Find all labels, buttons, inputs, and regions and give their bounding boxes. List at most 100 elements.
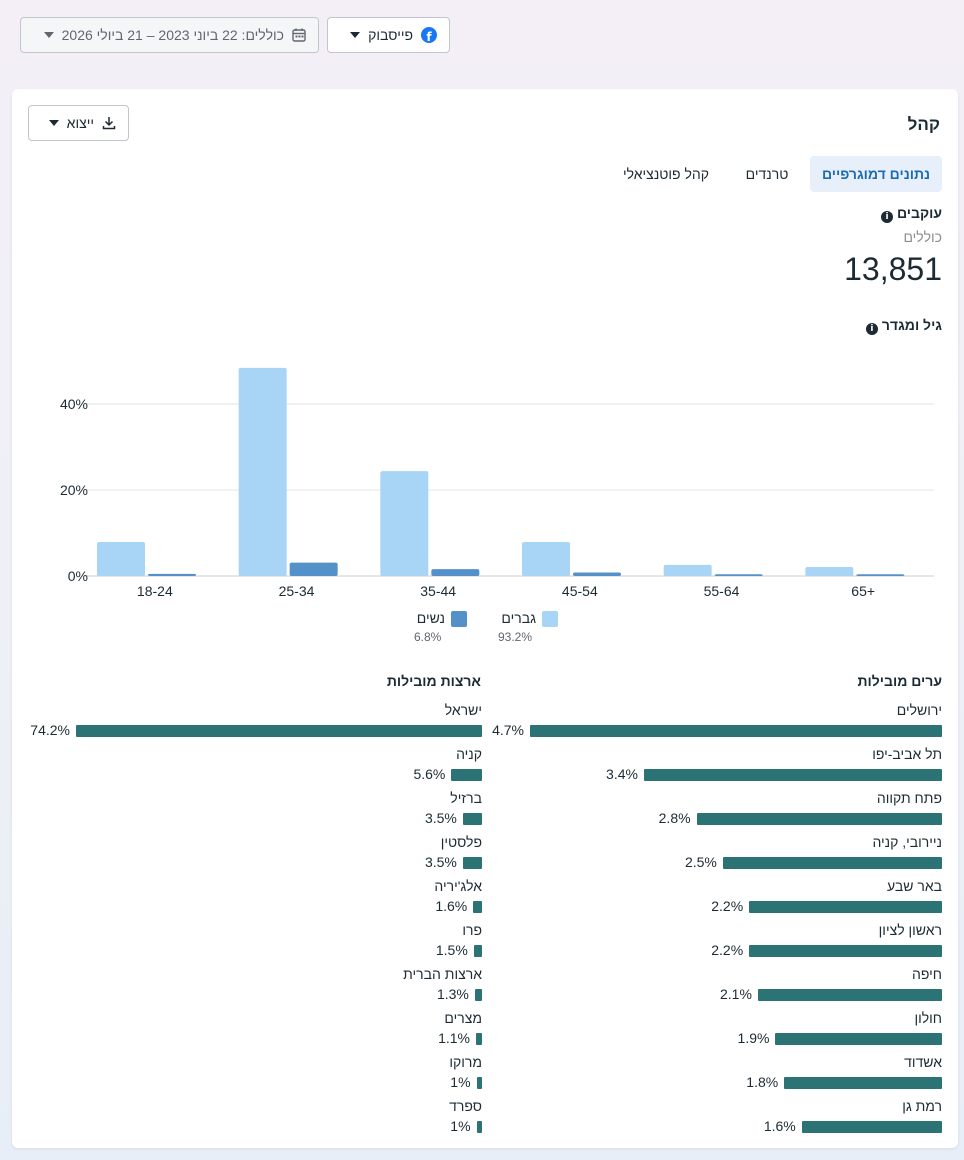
list-item-value: 2.2% <box>711 898 744 914</box>
list-item: פרו 1.5% <box>22 922 482 962</box>
list-item-value: 1% <box>450 1074 471 1090</box>
list-item-label: ספרד <box>449 1098 482 1114</box>
list-item: ספרד 1% <box>22 1098 482 1138</box>
download-icon <box>102 117 116 130</box>
chevron-down-icon <box>43 32 54 38</box>
list-item: תל אביב-יפו 3.4% <box>482 746 942 786</box>
list-item-value: 1.5% <box>435 942 468 958</box>
list-item-label: אשדוד <box>904 1054 942 1070</box>
legend-men: גברים 93.2% <box>498 610 558 646</box>
x-tick-label: 65+ <box>851 583 875 599</box>
bar-women <box>148 573 196 576</box>
followers-title: עוקבים <box>896 205 942 221</box>
list-item-value: 1% <box>450 1118 471 1134</box>
list-item-value: 1.9% <box>737 1030 770 1046</box>
list-item: חולון 1.9% <box>482 1010 942 1050</box>
list-item: ארצות הברית 1.3% <box>22 966 482 1006</box>
legend-women-label: נשים <box>416 610 445 626</box>
legend-men-pct: 93.2% <box>498 630 533 644</box>
top-countries-title: ארצות מובילות <box>386 673 481 689</box>
bar-men <box>663 564 712 576</box>
calendar-icon <box>292 28 306 42</box>
card-title: קהל <box>907 115 940 134</box>
list-item: אשדוד 1.8% <box>482 1054 942 1094</box>
list-item-value: 1.6% <box>763 1118 796 1134</box>
list-item-label: רמת גן <box>902 1098 942 1114</box>
list-item-bar <box>475 1033 482 1045</box>
list-item: מצרים 1.1% <box>22 1010 482 1050</box>
top-countries-list: ישראל 74.2% קניה 5.6% ברזיל 3.5% פלסטין 3.5% אלג… <box>22 702 482 1142</box>
list-item-bar <box>801 1121 942 1133</box>
bar-women <box>431 569 480 576</box>
x-tick-label: 45-54 <box>562 583 598 599</box>
legend-men-label: גברים <box>501 610 536 626</box>
list-item-bar <box>451 769 482 781</box>
legend-women-pct: 6.8% <box>414 630 442 644</box>
list-item: פלסטין 3.5% <box>22 834 482 874</box>
list-item: ראשון לציון 2.2% <box>482 922 942 962</box>
bar-men <box>380 471 429 576</box>
export-button[interactable]: ייצוא <box>28 105 129 141</box>
list-item-value: 1.8% <box>746 1074 779 1090</box>
platform-label: פייסבוק <box>368 27 413 43</box>
list-item-value: 3.5% <box>424 810 457 826</box>
list-item-label: קניה <box>456 746 482 762</box>
list-item-bar <box>473 945 482 957</box>
tab-potential-audience[interactable]: קהל פוטנציאלי <box>622 166 710 182</box>
list-item-label: ישראל <box>444 702 482 718</box>
list-item-value: 74.2% <box>30 722 70 738</box>
x-tick-label: 18-24 <box>137 583 173 599</box>
followers-subtitle: כוללים <box>903 229 942 245</box>
followers-heading: עוקבים i <box>881 205 942 223</box>
legend-women: נשים 6.8% <box>413 610 467 646</box>
age-gender-title: גיל ומגדר <box>881 317 942 333</box>
bar-men <box>805 566 854 576</box>
audience-card: קהל ייצוא נתונים דמוגרפיים טרנדים קהל פו… <box>12 89 958 1148</box>
bar-women <box>856 574 905 576</box>
list-item: רמת גן 1.6% <box>482 1098 942 1138</box>
info-icon[interactable]: i <box>865 323 878 335</box>
tab-trends[interactable]: טרנדים <box>745 166 789 182</box>
y-tick-label: 0% <box>68 568 88 584</box>
list-item: באר שבע 2.2% <box>482 878 942 918</box>
list-item-value: 2.8% <box>658 810 691 826</box>
list-item-label: ירושלים <box>896 702 942 718</box>
info-icon[interactable]: i <box>881 211 894 223</box>
list-item: ישראל 74.2% <box>22 702 482 742</box>
list-item-label: מרוקו <box>449 1054 482 1070</box>
list-item-label: באר שבע <box>887 878 942 894</box>
age-gender-heading: גיל ומגדר i <box>865 317 942 335</box>
date-range-dropdown[interactable]: כוללים: 22 ביוני 2023 – 21 ביולי 2026 <box>20 17 319 53</box>
list-item-bar <box>530 725 942 737</box>
followers-count: 13,851 <box>844 251 942 287</box>
list-item-bar <box>749 901 942 913</box>
list-item: קניה 5.6% <box>22 746 482 786</box>
legend-swatch-women <box>451 611 467 627</box>
list-item-bar <box>696 813 942 825</box>
list-item: ירושלים 4.7% <box>482 702 942 742</box>
list-item-value: 5.6% <box>413 766 446 782</box>
list-item-value: 1.1% <box>438 1030 470 1046</box>
list-item: מרוקו 1% <box>22 1054 482 1094</box>
list-item-value: 2.2% <box>711 942 744 958</box>
list-item: ניירובי, קניה 2.5% <box>482 834 942 874</box>
x-tick-label: 35-44 <box>420 583 456 599</box>
chevron-down-icon <box>350 32 361 38</box>
list-item-bar <box>757 989 942 1001</box>
list-item-value: 4.7% <box>492 722 524 738</box>
list-item-value: 3.4% <box>606 766 638 782</box>
list-item-bar <box>473 901 482 913</box>
bar-women <box>573 572 621 576</box>
platform-dropdown[interactable]: f פייסבוק <box>327 17 450 53</box>
bar-men <box>522 542 570 576</box>
list-item-bar <box>784 1077 942 1089</box>
list-item-label: אלג'יריה <box>434 878 482 894</box>
list-item-bar <box>775 1033 942 1045</box>
y-tick-label: 20% <box>60 482 88 498</box>
list-item-label: פתח תקווה <box>876 790 942 806</box>
x-tick-label: 25-34 <box>279 583 315 599</box>
tab-demographics[interactable]: נתונים דמוגרפיים <box>810 156 942 192</box>
list-item-value: 1.3% <box>436 986 469 1002</box>
top-cities-list: ירושלים 4.7% תל אביב-יפו 3.4% פתח תקווה 2.8% נ… <box>482 702 942 1142</box>
bar-women <box>714 574 763 576</box>
